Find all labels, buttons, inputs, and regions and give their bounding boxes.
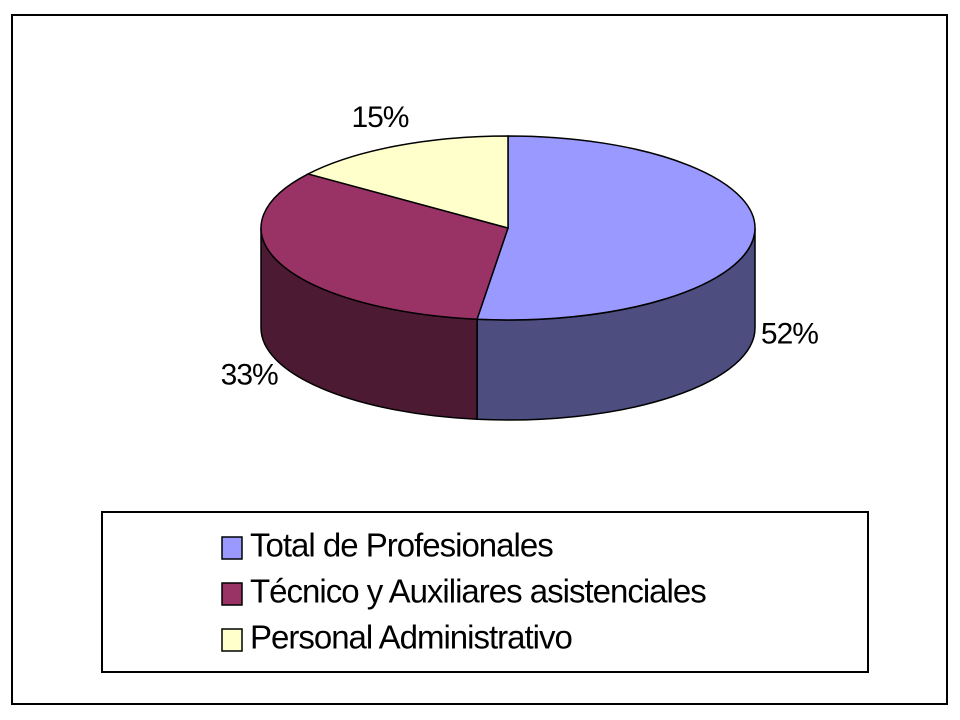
data-label: 15% xyxy=(351,101,408,134)
legend-label: Técnico y Auxiliares asistenciales xyxy=(250,573,706,610)
pie-slice xyxy=(260,173,509,321)
legend-label: Total de Profesionales xyxy=(250,527,553,564)
pie-slice xyxy=(476,135,756,321)
legend-label: Personal Administrativo xyxy=(250,619,572,656)
pie-slice xyxy=(306,135,509,229)
legend-swatch xyxy=(221,536,243,560)
data-label: 33% xyxy=(221,358,278,391)
pie: 52% 33% 15% xyxy=(221,101,819,421)
data-label: 52% xyxy=(761,318,818,351)
legend-swatch xyxy=(221,628,243,652)
legend-swatch xyxy=(221,582,243,606)
legend: Total de Profesionales Técnico y Auxiliar… xyxy=(221,527,707,656)
